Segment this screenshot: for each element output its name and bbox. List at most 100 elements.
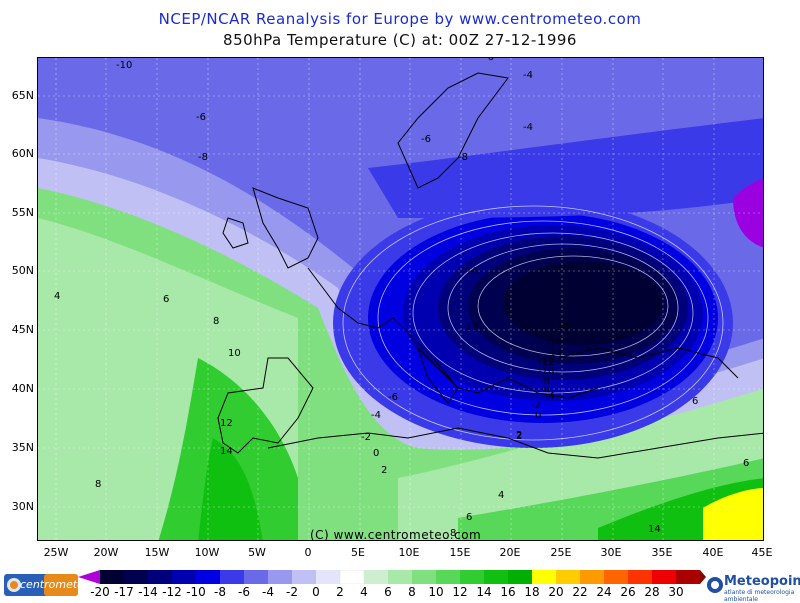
contour-label: 2 (381, 465, 387, 476)
lon-label: 35E (651, 546, 673, 559)
contour-label: 2 (516, 431, 522, 442)
legend-swatch (244, 570, 268, 584)
legend-value: 20 (548, 585, 564, 599)
meteopoint-logo-subtext: atlante di meteorologia ambientale (724, 589, 795, 603)
contour-label: -2 (361, 432, 371, 443)
meteopoint-logo[interactable]: Meteopoint atlante di meteorologia ambie… (706, 572, 800, 603)
contour-label: -10 (116, 60, 132, 71)
lat-label: 30N (11, 500, 34, 513)
centrometeo-logo[interactable]: centrometeo (4, 574, 91, 596)
legend-value: 30 (668, 585, 684, 599)
legend-swatch (508, 570, 532, 584)
legend-value: 28 (644, 585, 660, 599)
legend-value: 24 (596, 585, 612, 599)
legend-value: -4 (262, 585, 274, 599)
legend-swatch (676, 570, 700, 584)
contour-label: 0 (535, 410, 541, 421)
contour-label: -6 (484, 58, 494, 63)
map-canvas: -10 -6 -4 -8 -6 -4 -6 -8 -16 -18 -18 -16… (38, 58, 763, 540)
legend-swatch (412, 570, 436, 584)
lat-label: 50N (11, 264, 34, 277)
contour-label: 4 (54, 291, 60, 302)
centrometeo-logo-graphic (4, 574, 78, 596)
legend-value: -8 (214, 585, 226, 599)
contour-label: -16 (546, 338, 562, 349)
contour-label: -18 (553, 322, 569, 333)
contour-label: -6 (421, 134, 431, 145)
map-title: NCEP/NCAR Reanalysis for Europe by www.c… (158, 10, 642, 28)
legend-value: 26 (620, 585, 636, 599)
lat-label: 65N (11, 89, 34, 102)
temp-zone-12 (158, 358, 298, 540)
legend-swatch (339, 570, 365, 584)
lon-label: 25E (550, 546, 572, 559)
contour-label: 6 (163, 294, 169, 305)
lat-label: 60N (11, 147, 34, 160)
lon-label: 30E (600, 546, 622, 559)
contour-label: 12 (220, 418, 233, 429)
lon-label: 20W (93, 546, 119, 559)
legend-value: -10 (186, 585, 206, 599)
contour-label: 8 (213, 316, 219, 327)
contour-label: -14 (546, 348, 562, 359)
contour-label: 8 (95, 479, 101, 490)
legend-swatch (628, 570, 652, 584)
contour-label: -8 (198, 152, 208, 163)
contour-label: 6 (692, 396, 698, 407)
contour-label: 8 (450, 528, 456, 539)
contour-label: 6 (743, 458, 749, 469)
contour-label: 0 (373, 448, 379, 459)
legend-swatch (460, 570, 484, 584)
contour-lines (342, 205, 724, 441)
legend-swatch (580, 570, 604, 584)
legend-swatch (196, 570, 220, 584)
contour-label: 4 (498, 490, 504, 501)
contour-label: -18 (462, 322, 478, 333)
centrometeo-logo-text: centrometeo (20, 578, 91, 591)
contour-label: -8 (540, 376, 550, 387)
map-copyright: (C) www.centrometeo.com (310, 528, 482, 542)
legend-swatch (484, 570, 508, 584)
lon-label: 20E (499, 546, 521, 559)
legend-swatch (292, 570, 316, 584)
legend-swatch (148, 570, 172, 584)
lat-label: 35N (11, 441, 34, 454)
temp-zone-minus18 (503, 261, 663, 345)
contour-label: -8 (458, 152, 468, 163)
contour-label: -4 (545, 391, 555, 402)
contour-labels: -10 -6 -4 -8 -6 -4 -6 -8 -16 -18 -18 -16… (54, 58, 749, 539)
lon-label: 0 (304, 546, 312, 559)
legend-swatch (364, 570, 388, 584)
legend-value: 10 (428, 585, 444, 599)
contour-label: -6 (540, 384, 550, 395)
legend-value: 6 (384, 585, 392, 599)
meteopoint-logo-graphic (707, 577, 723, 593)
legend-swatch (124, 570, 148, 584)
legend-value: 16 (500, 585, 516, 599)
contour-label: -12 (538, 357, 554, 368)
legend-swatch (652, 570, 676, 584)
legend-value: -17 (114, 585, 134, 599)
lon-label: 5E (351, 546, 365, 559)
contour-label: -4 (371, 410, 381, 421)
lon-label: 10W (194, 546, 220, 559)
legend-swatch (316, 570, 340, 584)
legend-value: 2 (336, 585, 344, 599)
contour-label: 6 (466, 512, 472, 523)
legend-value: 0 (312, 585, 320, 599)
lon-label: 25W (43, 546, 69, 559)
lon-label: 5W (248, 546, 266, 559)
lon-label: 15W (144, 546, 170, 559)
contour-label: -4 (523, 70, 533, 81)
legend-swatch (172, 570, 196, 584)
legend-swatch (220, 570, 244, 584)
legend-swatch (556, 570, 580, 584)
lon-label: 15E (449, 546, 471, 559)
lat-label: 55N (11, 206, 34, 219)
legend-value: -2 (286, 585, 298, 599)
contour-label: 14 (648, 524, 661, 535)
lon-label: 40E (702, 546, 724, 559)
legend-swatch (268, 570, 292, 584)
legend-value: -6 (238, 585, 250, 599)
contour-label: -4 (523, 122, 533, 133)
